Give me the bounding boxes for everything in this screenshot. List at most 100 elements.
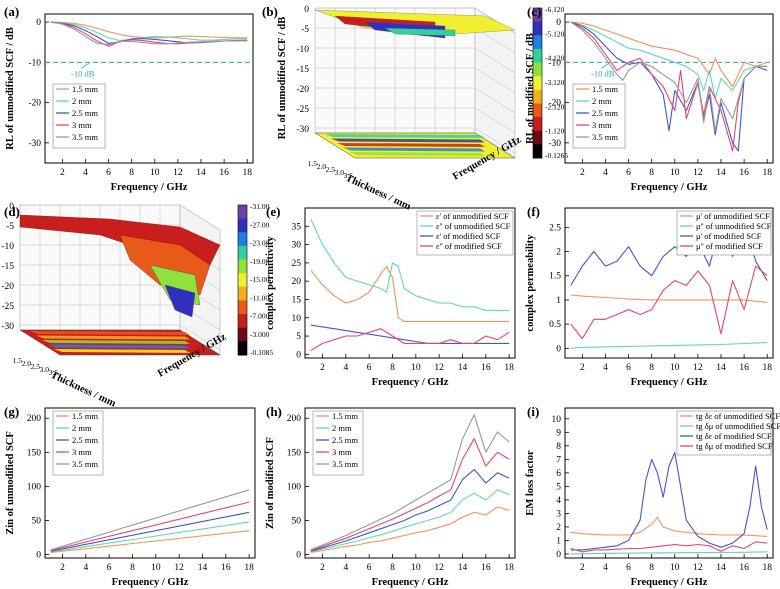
panel-h: 2 4 6 8 10 12 14 16 18 0 50 100 150 200 Frequency / GH… (265, 407, 516, 588)
colorbar-swatch (533, 144, 542, 159)
x-tick-label: 8 (390, 363, 395, 373)
x-axis-title: Frequency / GHz (631, 182, 708, 193)
x-axis-title: Frequency / GHz (111, 182, 188, 193)
y-tick-label: 1.5 (308, 159, 318, 168)
y-tick-label: -30 (548, 139, 561, 149)
grid-line (474, 67, 516, 94)
series-f-0 (570, 294, 768, 303)
y-tick-label: 5 (296, 332, 301, 342)
colorbar-swatch (238, 232, 247, 247)
x-tick-label: 14 (198, 563, 208, 573)
legend-entry: tg δμ of unmodified SCF (696, 421, 780, 431)
x-tick-label: 12 (693, 168, 703, 178)
legend-entry: 1.5 mm (72, 411, 98, 421)
contour-band (30, 331, 190, 335)
contour-band (54, 349, 190, 353)
colorbar-frame (237, 204, 248, 356)
y-axis-title: RL of modified SCF / dB (525, 33, 536, 144)
x-tick-label: 6 (626, 168, 631, 178)
x-tick-label: 16 (219, 168, 229, 178)
colorbar-swatch (238, 205, 247, 220)
series-c-0 (570, 21, 768, 88)
z-tick-label: -15 (296, 65, 309, 75)
colorbar-label: -3.000 (250, 330, 270, 339)
z-tick-label: 0 (9, 202, 14, 212)
panel-g: 2 4 6 8 10 12 14 16 18 0 50 100 150 200 Frequency / GH… (5, 407, 256, 588)
x-tick-label: 4 (603, 363, 608, 373)
x-tick-label: 4 (83, 168, 88, 178)
y-axis-title: Zin of modified SCF (265, 437, 276, 529)
x-tick-label: 8 (129, 168, 134, 178)
panel-label-e: (e) (266, 204, 280, 219)
colorbar-label: -0.1265 (545, 151, 568, 160)
reference-arrow (600, 62, 610, 69)
series-h-4 (310, 414, 510, 551)
series-a-0 (50, 21, 248, 39)
series-e-3 (310, 328, 510, 352)
panel-a: 2 4 6 8 10 12 14 16 18 0 -10 -20 -30 Frequency / GHz R… (5, 13, 254, 193)
legend-entry: 3.5 mm (592, 132, 618, 142)
plot-frame (564, 13, 774, 164)
panel-e: 2 4 6 8 10 12 14 16 18 0 5 10 15 20 25 30 35 Frequency / … (265, 207, 516, 388)
series-e-0 (310, 265, 510, 322)
colorbar-swatch (238, 314, 247, 329)
panel-f: 2 4 6 8 10 12 14 16 18 0 0.5 1 1.5 2 2.5 Frequency / GH… (525, 207, 774, 388)
x-tick-label: 8 (649, 168, 654, 178)
series-h-2 (310, 468, 510, 552)
y-tick-label: 6 (556, 469, 561, 479)
y-tick-label: 0 (556, 18, 561, 28)
y-tick-label: 0 (296, 551, 301, 561)
z-axis-title: RL of unmodified SCF / dB (277, 17, 288, 139)
x-tick-label: 8 (649, 563, 654, 573)
y-tick-label: 2 (556, 523, 561, 533)
plot-frame (304, 407, 516, 559)
y-axis-title: Thickness / mm (344, 173, 413, 213)
y-tick-label: 3 (556, 509, 561, 519)
colorbar-swatch (238, 286, 247, 301)
x-tick-label: 18 (244, 563, 254, 573)
colorbar-swatch (238, 341, 247, 356)
legend (676, 210, 772, 256)
y-tick-label: 0 (556, 550, 561, 560)
contour-band (325, 134, 485, 138)
grid-line (179, 324, 221, 351)
plot-frame (564, 207, 774, 359)
legend-entry: 2 mm (332, 423, 352, 433)
z-tick-label: -10 (296, 45, 309, 55)
legend-entry: 3.5 mm (332, 459, 358, 469)
contour-band (337, 143, 485, 147)
x-tick-label: 8 (390, 563, 395, 573)
legend-entry: 2.5 mm (592, 108, 618, 118)
grid-line (179, 204, 221, 231)
x-tick-label: 4 (603, 168, 608, 178)
colorbar-label: -6.120 (545, 5, 565, 14)
x-tick-label: 6 (626, 363, 631, 373)
contour-band (343, 147, 485, 152)
legend-entry: 3 mm (592, 120, 612, 130)
colorbar-label: -11.00 (250, 293, 269, 302)
panel-c: 2 4 6 8 10 12 14 16 18 0 -10 -20 -30 Frequency / GHz R… (525, 13, 774, 193)
legend-entry: 3 mm (72, 447, 92, 457)
x-axis-title: Frequency / GHz (631, 577, 708, 588)
legend (676, 410, 772, 456)
x-tick-label: 12 (434, 363, 444, 373)
series-a-4 (50, 21, 248, 46)
colorbar-swatch (533, 117, 542, 132)
colorbar-swatch (533, 35, 542, 50)
colorbar-swatch (238, 259, 247, 274)
legend-entry: 2.5 mm (72, 435, 98, 445)
legend-entry: ε'' of modified SCF (436, 241, 502, 251)
x-tick-label: 10 (151, 563, 161, 573)
plot-frame (564, 407, 774, 559)
z-tick-label: -30 (296, 125, 309, 135)
colorbar-swatch (533, 21, 542, 36)
grid-line (474, 127, 516, 154)
y-tick-label: 0 (556, 344, 561, 354)
y-tick-label: 4 (556, 496, 561, 506)
legend-entry: ε'' of unmodified SCF (436, 221, 511, 231)
legend-entry: μ' of unmodified SCF (696, 211, 770, 221)
grid-line (474, 47, 516, 74)
y-tick-label: 2.5 (549, 223, 561, 233)
series-i-0 (570, 516, 768, 537)
y-tick-label: 0 (36, 18, 41, 28)
